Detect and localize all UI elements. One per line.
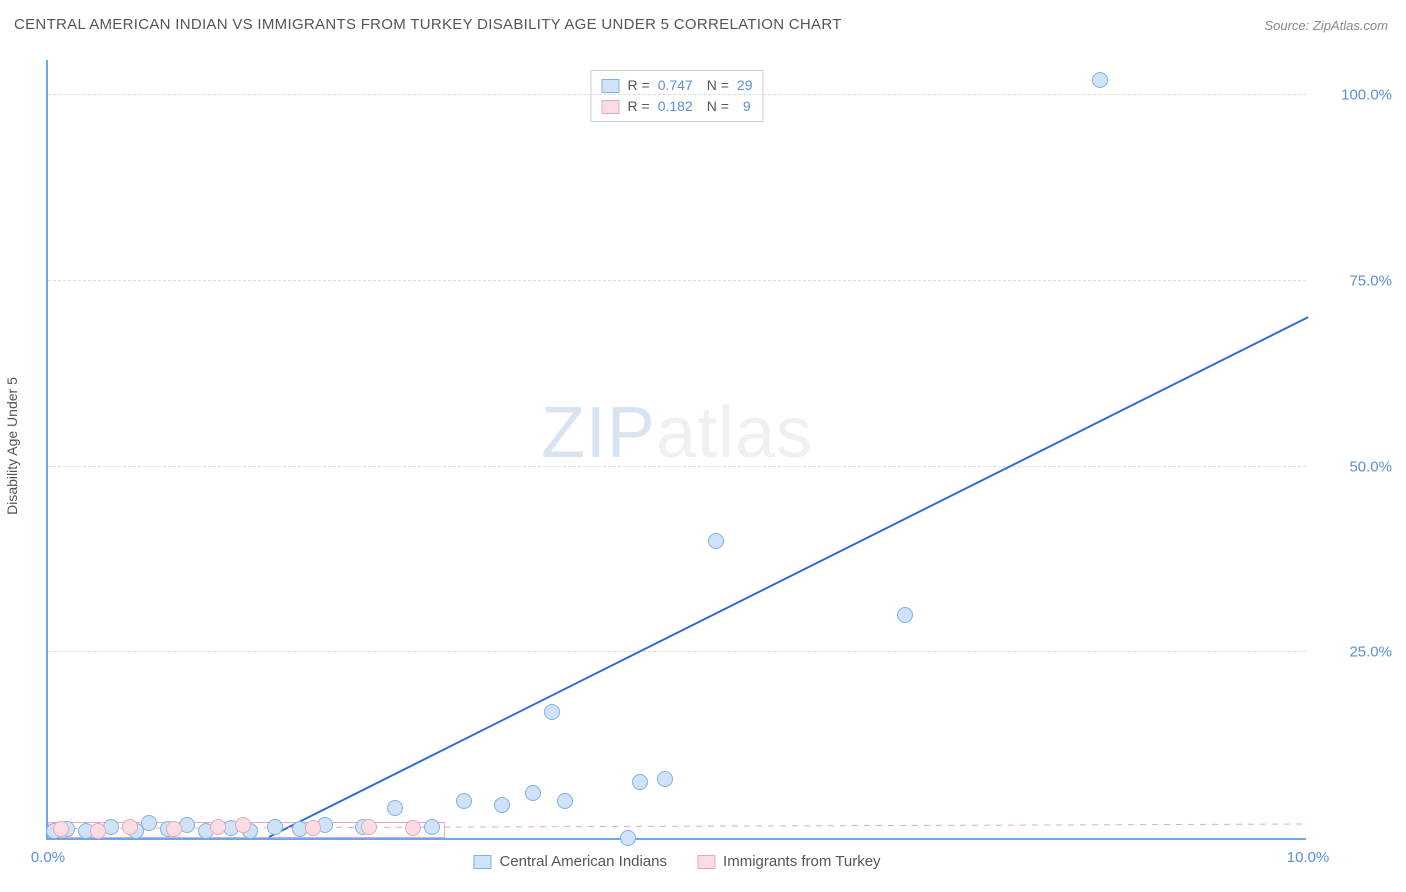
data-point	[305, 820, 321, 836]
data-point	[166, 821, 182, 837]
watermark-atlas: atlas	[656, 393, 813, 473]
data-point	[494, 797, 510, 813]
legend-item-series-2: Immigrants from Turkey	[697, 853, 881, 870]
data-point	[210, 819, 226, 835]
n-label: N =	[707, 75, 729, 96]
source-prefix: Source:	[1264, 18, 1312, 33]
n-value-series-1: 29	[737, 75, 753, 96]
data-point	[1092, 72, 1108, 88]
data-point	[456, 793, 472, 809]
y-tick-label: 25.0%	[1322, 644, 1392, 661]
data-point	[544, 704, 560, 720]
watermark-zip: ZIP	[541, 393, 656, 473]
plot-area: ZIPatlas R = 0.747 N = 29 R = 0.182 N = …	[46, 60, 1306, 840]
legend-label-1: Central American Indians	[499, 853, 667, 870]
data-point	[657, 771, 673, 787]
source-name: ZipAtlas.com	[1313, 18, 1388, 33]
n-value-series-2: 9	[743, 96, 751, 117]
x-tick-label: 0.0%	[31, 849, 65, 866]
data-point	[897, 607, 913, 623]
legend-label-2: Immigrants from Turkey	[723, 853, 881, 870]
r-label: R =	[628, 96, 650, 117]
r-value-series-2: 0.182	[658, 96, 693, 117]
watermark: ZIPatlas	[541, 392, 813, 474]
data-point	[632, 774, 648, 790]
data-point	[235, 817, 251, 833]
data-point	[141, 815, 157, 831]
series-legend: Central American Indians Immigrants from…	[473, 853, 880, 870]
data-point	[620, 830, 636, 846]
legend-item-series-1: Central American Indians	[473, 853, 667, 870]
gridline	[48, 280, 1306, 281]
y-axis-label: Disability Age Under 5	[4, 377, 20, 515]
n-label: N =	[707, 96, 729, 117]
legend-swatch-1	[473, 855, 491, 869]
swatch-series-2	[602, 100, 620, 114]
data-point	[361, 819, 377, 835]
data-point	[424, 819, 440, 835]
source-attribution: Source: ZipAtlas.com	[1264, 18, 1388, 33]
data-point	[53, 821, 69, 837]
gridline	[48, 466, 1306, 467]
r-label: R =	[628, 75, 650, 96]
data-point	[557, 793, 573, 809]
data-point	[267, 819, 283, 835]
data-point	[708, 533, 724, 549]
data-point	[405, 820, 421, 836]
stats-legend: R = 0.747 N = 29 R = 0.182 N = 9	[591, 70, 764, 122]
trend-line	[268, 316, 1308, 838]
r-value-series-1: 0.747	[658, 75, 693, 96]
x-tick-label: 10.0%	[1287, 849, 1330, 866]
chart-title: CENTRAL AMERICAN INDIAN VS IMMIGRANTS FR…	[14, 16, 842, 33]
data-point	[525, 785, 541, 801]
legend-swatch-2	[697, 855, 715, 869]
data-point	[387, 800, 403, 816]
stats-row-series-1: R = 0.747 N = 29	[602, 75, 753, 96]
stats-row-series-2: R = 0.182 N = 9	[602, 96, 753, 117]
data-point	[90, 823, 106, 839]
y-tick-label: 75.0%	[1322, 272, 1392, 289]
swatch-series-1	[602, 79, 620, 93]
gridline	[48, 651, 1306, 652]
y-tick-label: 50.0%	[1322, 458, 1392, 475]
y-tick-label: 100.0%	[1322, 87, 1392, 104]
data-point	[122, 819, 138, 835]
gridline	[48, 94, 1306, 95]
